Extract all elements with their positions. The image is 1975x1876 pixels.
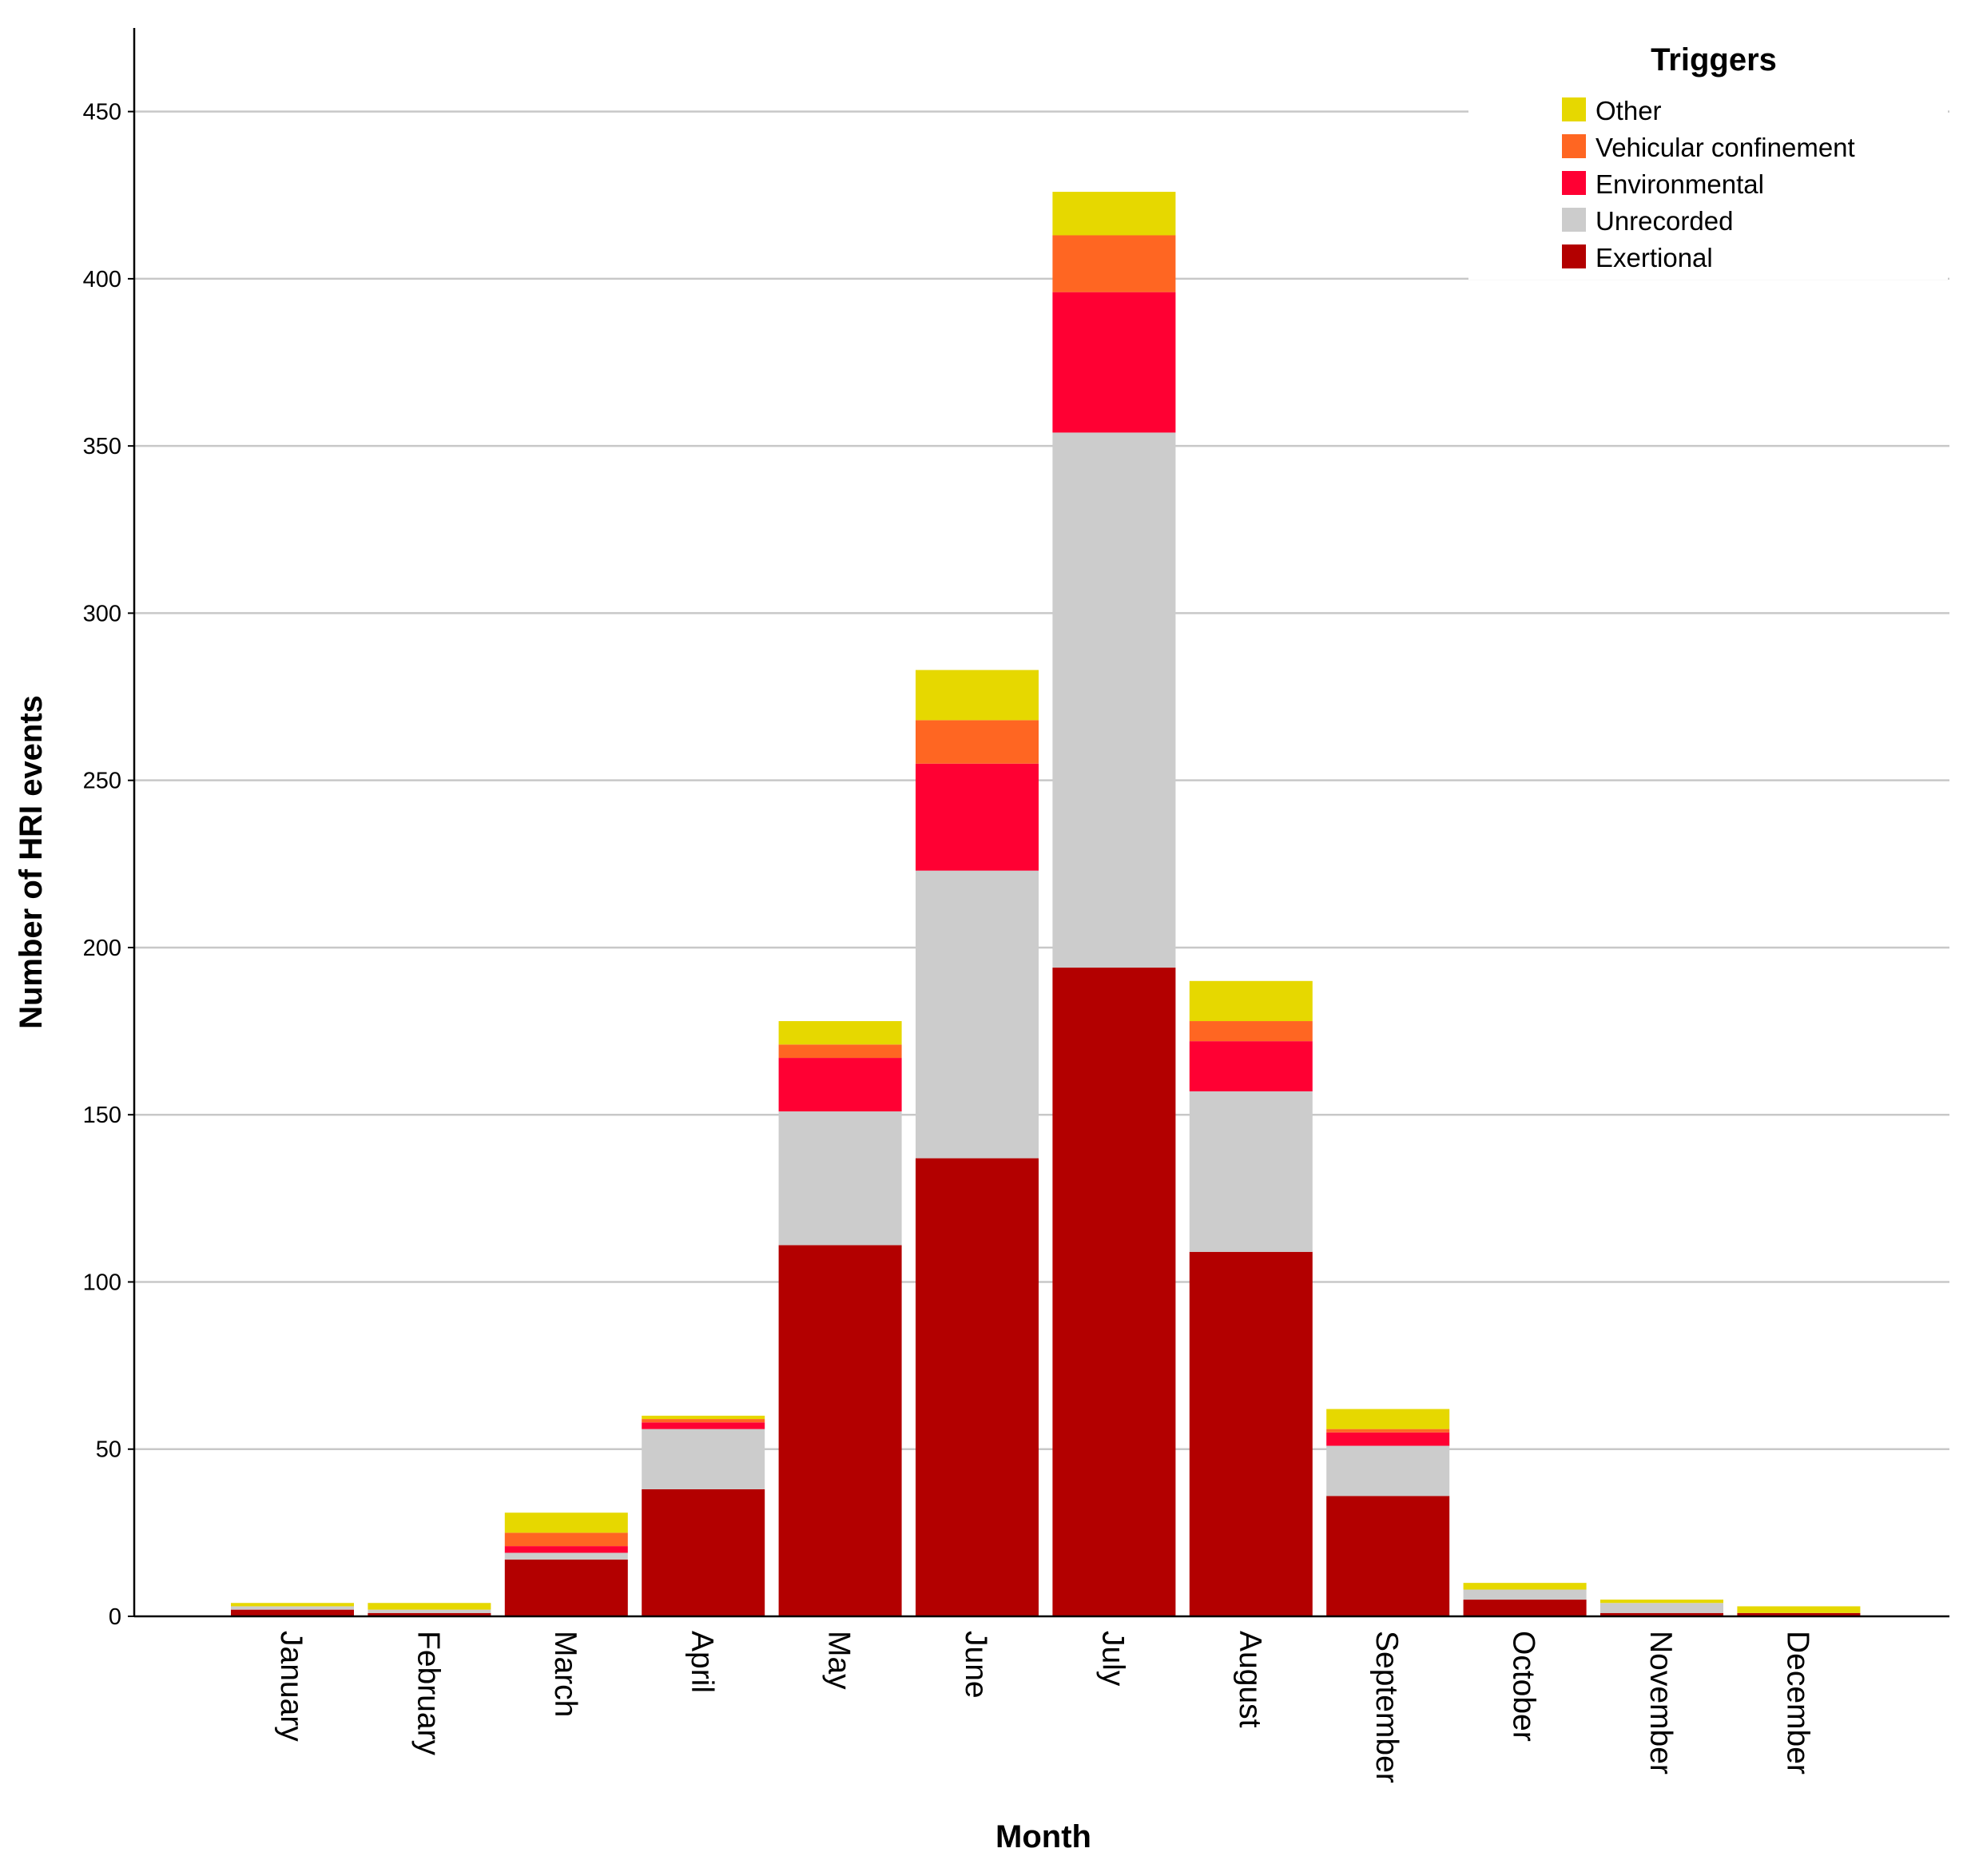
y-tick-label-150: 150 <box>83 1103 121 1128</box>
x-tick-label-december: December <box>1780 1631 1814 1775</box>
legend-label-unrecorded: Unrecorded <box>1595 206 1733 236</box>
bar-august-unrecorded <box>1189 1091 1313 1252</box>
x-tick-label-september: September <box>1369 1631 1404 1783</box>
y-tick-label-100: 100 <box>83 1270 121 1295</box>
bar-september-environmental <box>1326 1432 1450 1446</box>
bar-june-vehicular-confinement <box>916 720 1039 764</box>
legend-swatch-unrecorded <box>1562 208 1586 232</box>
bar-april-environmental <box>642 1422 765 1429</box>
bar-april-other <box>642 1415 765 1420</box>
y-tick-label-400: 400 <box>83 267 121 292</box>
x-tick-label-january: January <box>274 1631 308 1742</box>
bar-march-environmental <box>504 1546 628 1553</box>
x-tick-label-october: October <box>1507 1631 1541 1742</box>
bar-june-environmental <box>916 763 1039 871</box>
bar-october-exertional <box>1463 1600 1587 1616</box>
y-tick-label-350: 350 <box>83 434 121 459</box>
bar-april-vehicular-confinement <box>642 1419 765 1423</box>
legend-swatch-other <box>1562 97 1586 121</box>
axes <box>133 28 1949 1618</box>
y-tick-label-200: 200 <box>83 936 121 961</box>
legend-background <box>1468 24 1948 280</box>
bar-november-unrecorded <box>1600 1603 1723 1613</box>
x-tick-label-june: June <box>959 1631 993 1699</box>
x-tick-label-april: April <box>685 1631 719 1693</box>
legend-swatch-environmental <box>1562 171 1586 195</box>
bar-august-other <box>1189 980 1313 1022</box>
bar-november-exertional <box>1600 1612 1723 1616</box>
bar-september-exertional <box>1326 1496 1450 1616</box>
bar-july-other <box>1052 192 1176 236</box>
bar-april-unrecorded <box>642 1429 765 1489</box>
legend-label-other: Other <box>1595 96 1662 125</box>
y-tick-label-50: 50 <box>96 1437 121 1463</box>
bar-january-unrecorded <box>231 1606 354 1610</box>
x-tick-label-november: November <box>1643 1631 1678 1775</box>
bar-july-exertional <box>1052 968 1176 1616</box>
bar-february-unrecorded <box>368 1609 491 1613</box>
bar-october-unrecorded <box>1463 1589 1587 1600</box>
bar-may-other <box>778 1021 902 1045</box>
bar-december-exertional <box>1737 1612 1861 1616</box>
x-category-labels: January February March April May June July Augu… <box>274 1631 1814 1783</box>
bar-november-other <box>1600 1600 1723 1604</box>
bar-february-exertional <box>368 1612 491 1616</box>
x-tick-label-may: May <box>822 1631 856 1690</box>
legend-label-vehicular-confinement: Vehicular confinement <box>1595 133 1855 162</box>
bar-december-other <box>1737 1606 1861 1613</box>
bar-january-other <box>231 1603 354 1607</box>
bars <box>231 192 1861 1616</box>
y-tick-labels: 0 50 100 150 200 250 300 350 400 450 <box>83 100 134 1630</box>
bar-march-exertional <box>504 1559 628 1616</box>
bar-september-other <box>1326 1409 1450 1429</box>
bar-may-environmental <box>778 1058 902 1112</box>
legend-title: Triggers <box>1651 42 1777 78</box>
bar-june-unrecorded <box>916 870 1039 1159</box>
bar-july-vehicular-confinement <box>1052 235 1176 292</box>
bar-july-unrecorded <box>1052 432 1176 968</box>
bar-august-exertional <box>1189 1251 1313 1616</box>
bar-june-other <box>916 670 1039 721</box>
bar-march-vehicular-confinement <box>504 1532 628 1547</box>
bar-october-other <box>1463 1583 1587 1590</box>
bar-september-unrecorded <box>1326 1445 1450 1496</box>
x-tick-label-march: March <box>548 1631 582 1717</box>
x-tick-label-july: July <box>1095 1631 1130 1687</box>
y-tick-label-300: 300 <box>83 601 121 626</box>
bar-january-exertional <box>231 1609 354 1616</box>
bar-may-exertional <box>778 1245 902 1616</box>
gridlines <box>134 110 1949 1450</box>
y-axis-title: Number of HRI events <box>14 695 49 1029</box>
bar-march-unrecorded <box>504 1552 628 1560</box>
legend-swatch-exertional <box>1562 244 1586 268</box>
bar-march-other <box>504 1512 628 1533</box>
legend-swatch-vehicular-confinement <box>1562 134 1586 158</box>
bar-february-other <box>368 1603 491 1610</box>
bar-september-vehicular-confinement <box>1326 1429 1450 1433</box>
bar-august-vehicular-confinement <box>1189 1021 1313 1042</box>
y-tick-label-0: 0 <box>109 1604 121 1630</box>
legend-label-environmental: Environmental <box>1595 169 1764 199</box>
x-tick-label-february: February <box>411 1631 445 1756</box>
bar-july-environmental <box>1052 292 1176 433</box>
bar-may-vehicular-confinement <box>778 1044 902 1059</box>
bar-may-unrecorded <box>778 1111 902 1246</box>
bar-june-exertional <box>916 1158 1039 1616</box>
bar-august-environmental <box>1189 1041 1313 1091</box>
y-tick-label-450: 450 <box>83 100 121 125</box>
legend-label-exertional: Exertional <box>1595 243 1713 272</box>
x-axis-title: Month <box>995 1819 1091 1854</box>
bar-april-exertional <box>642 1488 765 1616</box>
y-tick-label-250: 250 <box>83 769 121 794</box>
legend: Triggers Other Vehicular confinement Envir… <box>1468 24 1948 280</box>
x-tick-label-august: August <box>1233 1631 1267 1728</box>
